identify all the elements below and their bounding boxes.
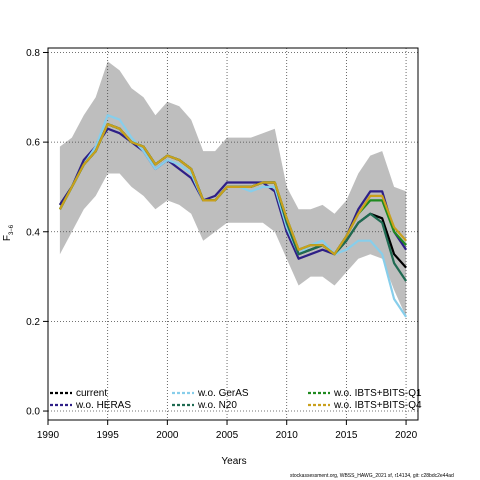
series-lines xyxy=(58,114,408,318)
legend-label: w.o. IBTS+BITS-Q1 xyxy=(333,388,422,399)
legend-label: w.o. HERAS xyxy=(75,400,131,411)
x-tick-label: 1995 xyxy=(97,430,120,441)
series-line xyxy=(58,123,407,256)
x-tick-label: 2020 xyxy=(395,430,418,441)
x-tick-label: 2005 xyxy=(216,430,239,441)
footer-note: stockassessment.org, WBSS_HAWG_2021 sf, … xyxy=(290,473,454,479)
y-tick-label: 0.4 xyxy=(26,227,40,238)
legend-label: w.o. IBTS+BITS-Q4 xyxy=(333,400,422,411)
legend-label: w.o. N20 xyxy=(197,400,237,411)
grid xyxy=(47,48,418,420)
legend-label: w.o. GerAS xyxy=(197,388,249,399)
plot-frame xyxy=(47,47,419,421)
y-axis-title: F3−6 xyxy=(2,224,15,241)
y-tick-label: 0.2 xyxy=(26,317,40,328)
confidence-band xyxy=(59,61,407,317)
y-tick-label: 0.6 xyxy=(26,138,40,149)
x-tick-label: 2015 xyxy=(335,430,358,441)
x-tick-label: 1990 xyxy=(37,430,60,441)
y-tick-label: 0.0 xyxy=(26,407,40,418)
confidence-band-area xyxy=(59,61,407,317)
y-tick-label: 0.8 xyxy=(26,48,40,59)
y-axis-title-subscript: 3−6 xyxy=(9,224,15,235)
x-tick-label: 2010 xyxy=(276,430,299,441)
x-tick-label: 2000 xyxy=(156,430,179,441)
y-axis-title-main: F xyxy=(2,235,13,241)
axes: 1990 1995 2000 2005 2010 2015 2020 0.0 0.2 0.4 0.6… xyxy=(26,47,419,441)
legend-label: current xyxy=(76,388,107,399)
x-axis-title: Years xyxy=(221,456,246,467)
